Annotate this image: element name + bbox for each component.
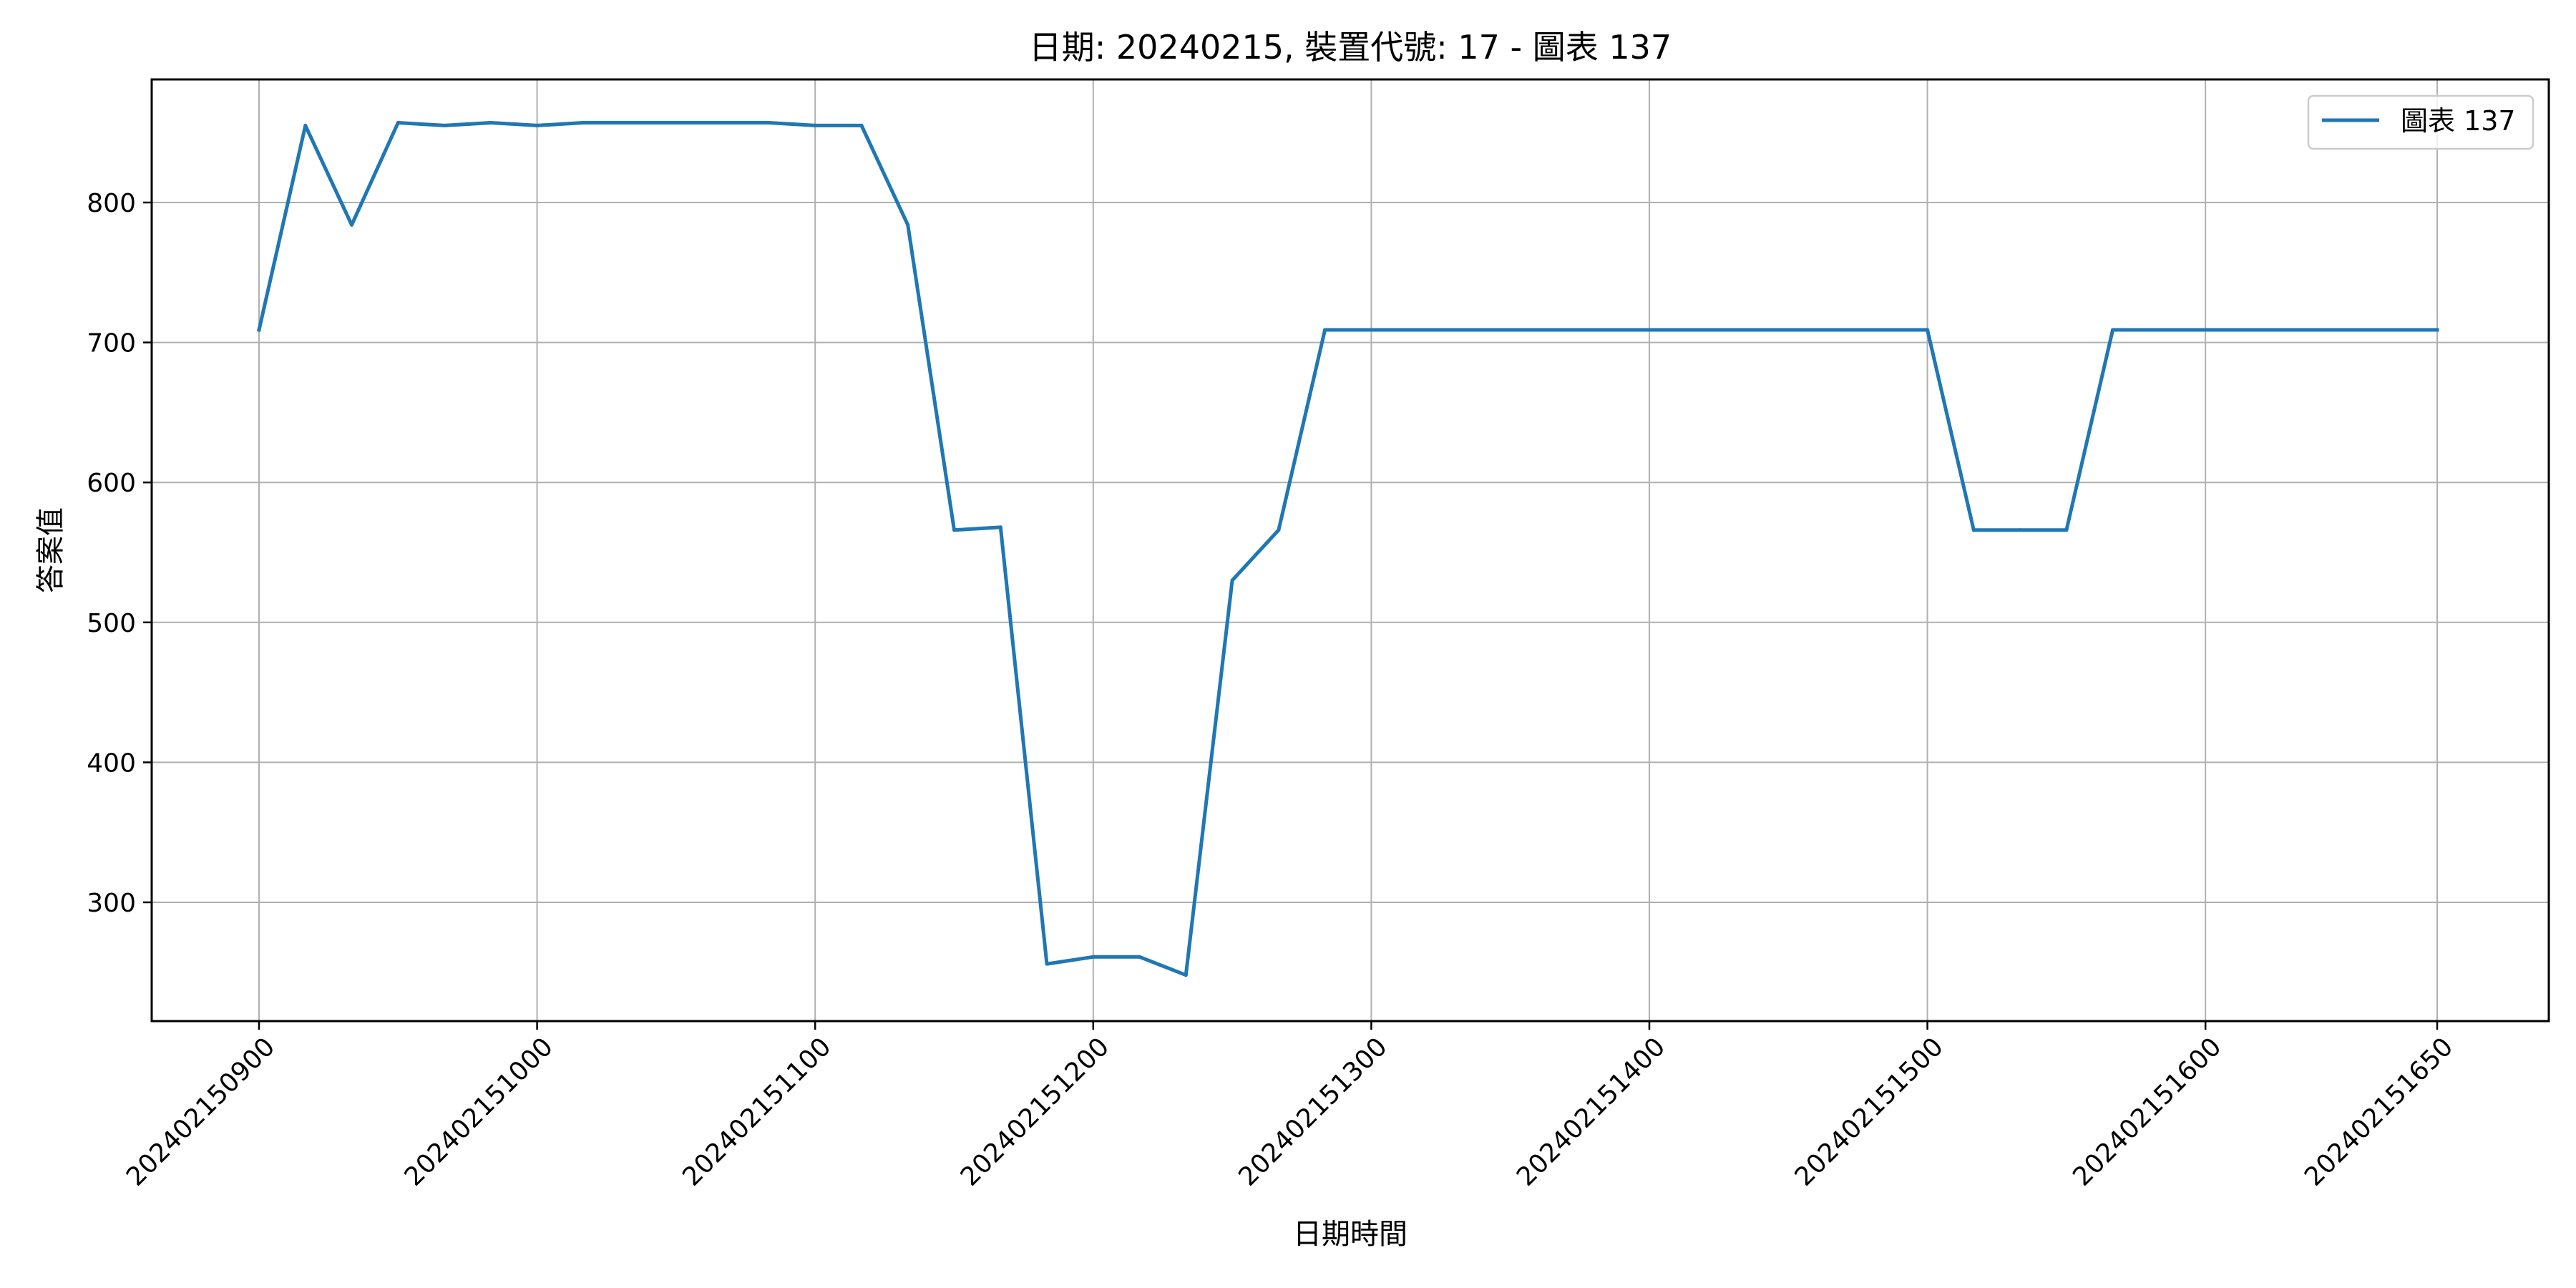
data-point [442, 123, 447, 127]
data-point [674, 121, 678, 125]
data-point [1462, 328, 1466, 332]
y-tick-label: 600 [87, 469, 136, 498]
data-point [2111, 328, 2115, 332]
y-tick-label: 700 [87, 329, 136, 358]
data-point [1230, 578, 1234, 582]
data-point [303, 123, 308, 127]
data-point [1971, 528, 1976, 532]
legend-box [2307, 94, 2534, 150]
data-point [1508, 328, 1513, 332]
data-point [257, 328, 261, 332]
data-point [1601, 328, 1605, 332]
chart-title: 日期: 20240215, 裝置代號: 17 - 圖表 137 [1029, 28, 1672, 67]
y-axis-label: 答案值 [34, 507, 67, 593]
legend: 圖表 137 [2307, 94, 2534, 150]
y-tick-label: 800 [87, 189, 136, 218]
y-tick-label: 400 [87, 748, 136, 778]
data-point [1554, 328, 1558, 332]
data-point [906, 223, 910, 227]
y-tick-label: 300 [87, 889, 136, 918]
grid [152, 79, 2549, 1021]
data-point [535, 123, 540, 127]
data-point [2435, 328, 2439, 332]
data-point [489, 121, 493, 125]
data-point [1277, 528, 1281, 532]
plot-area-frame [150, 78, 2550, 1023]
data-point [2157, 328, 2161, 332]
x-axis-label: 日期時間 [1293, 1218, 1407, 1251]
data-point [859, 123, 864, 127]
data-point [1786, 328, 1790, 332]
data-point [766, 121, 771, 125]
series-layer [257, 121, 2439, 977]
data-point [396, 121, 400, 125]
data-point [628, 121, 632, 125]
data-point [1184, 973, 1188, 977]
y-tick-label: 500 [87, 609, 136, 638]
data-point [1369, 328, 1373, 332]
data-point [1323, 328, 1327, 332]
legend-label: 圖表 137 [2401, 105, 2516, 137]
data-point [1879, 328, 1883, 332]
data-point [350, 223, 353, 227]
data-point [2343, 328, 2346, 332]
data-point [2203, 328, 2207, 332]
data-point [998, 525, 1002, 530]
data-point [1926, 328, 1930, 332]
data-point [1647, 328, 1652, 332]
data-point [1045, 962, 1049, 966]
data-point [2296, 328, 2301, 332]
data-point [1740, 328, 1744, 332]
data-point [581, 121, 585, 125]
data-point [1415, 328, 1420, 332]
data-point [952, 528, 956, 532]
data-point [2018, 528, 2022, 532]
data-point [1833, 328, 1837, 332]
data-point [1091, 955, 1096, 959]
data-point [813, 123, 817, 127]
data-point [1694, 328, 1698, 332]
series-line [257, 121, 2439, 977]
data-point [721, 121, 725, 125]
data-point [2389, 328, 2393, 332]
data-point [2064, 528, 2069, 532]
data-point [2250, 328, 2254, 332]
y-axis: 300 400 500 600 700 800 [87, 189, 152, 918]
data-point [1138, 955, 1142, 959]
